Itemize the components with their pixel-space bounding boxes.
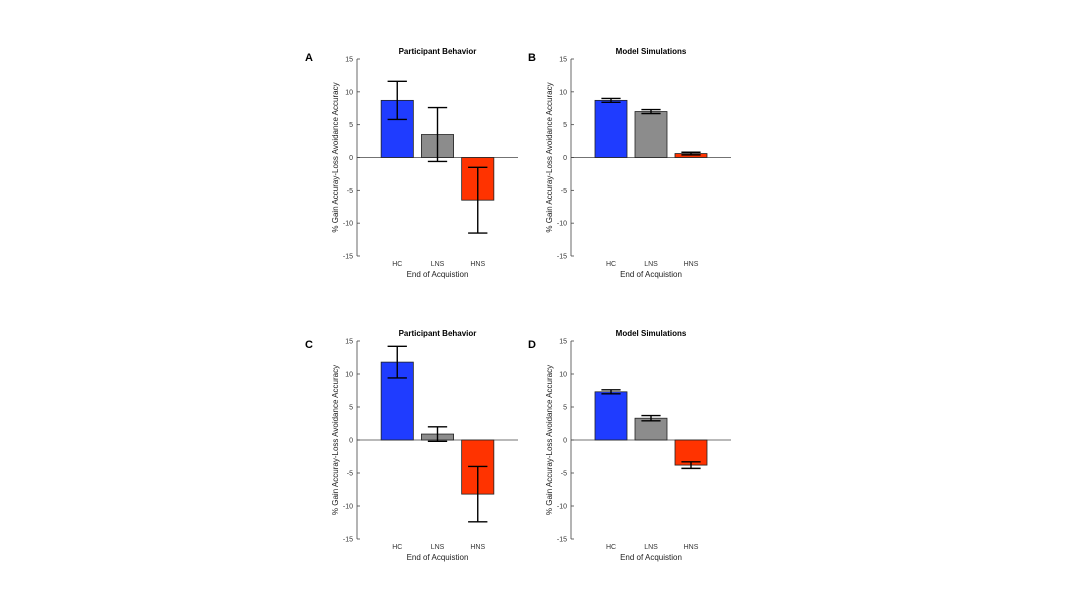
y-tick-label: -5: [561, 188, 567, 195]
panel-letter: C: [305, 339, 313, 351]
y-tick-label: 0: [563, 438, 567, 445]
y-tick-label: 10: [345, 372, 353, 379]
panel-letter: A: [305, 52, 313, 64]
y-axis-label: % Gain Accuray-Loss Avoidance Accuracy: [331, 82, 340, 232]
y-tick-label: -15: [343, 537, 353, 544]
y-tick-label: 15: [345, 339, 353, 346]
y-tick-label: -5: [347, 188, 353, 195]
chart-title: Participant Behavior: [399, 329, 477, 338]
y-axis-label: % Gain Accuray-Loss Avoidance Accuracy: [545, 82, 554, 232]
y-tick-label: -10: [343, 504, 353, 511]
bar-hc: [594, 391, 628, 441]
chart-title: Model Simulations: [616, 47, 687, 56]
chart-title: Model Simulations: [616, 329, 687, 338]
x-tick-label-hns: HNS: [470, 544, 485, 551]
x-tick-label-hc: HC: [606, 544, 616, 551]
y-tick-label: -10: [343, 221, 353, 228]
x-tick-label-hc: HC: [392, 544, 402, 551]
y-tick-label: 15: [559, 339, 567, 346]
x-tick-label-hns: HNS: [684, 261, 699, 268]
chart-panel-b: B Model Simulations 15 10 5 0 -5 -10 -15 HC LNS HNS…: [528, 47, 731, 279]
y-tick-label: 10: [559, 89, 567, 96]
y-tick-label: 0: [563, 155, 567, 162]
x-tick-label-lns: LNS: [431, 544, 445, 551]
y-tick-label: 15: [345, 57, 353, 64]
y-tick-label: 5: [563, 122, 567, 129]
x-axis-label: End of Acquistion: [620, 553, 682, 562]
chart-title: Participant Behavior: [399, 47, 477, 56]
x-axis-label: End of Acquistion: [407, 270, 469, 279]
y-tick-label: -15: [343, 254, 353, 261]
y-tick-label: -15: [557, 537, 567, 544]
bar-hc: [594, 99, 628, 158]
chart-panel-a: A Participant Behavior 15 10 5 0 -5 -10 -15 HC LNS…: [305, 47, 518, 279]
y-tick-label: 5: [563, 405, 567, 412]
bar-lns: [634, 111, 668, 158]
panel-letter: D: [528, 339, 536, 351]
y-tick-label: 10: [345, 89, 353, 96]
y-tick-label: 5: [349, 405, 353, 412]
x-tick-label-lns: LNS: [431, 261, 445, 268]
y-tick-label: 10: [559, 372, 567, 379]
bar-hns: [674, 439, 708, 466]
y-tick-label: 0: [349, 438, 353, 445]
y-tick-label: 0: [349, 155, 353, 162]
y-tick-label: -10: [557, 221, 567, 228]
panel-letter: B: [528, 52, 536, 64]
y-tick-label: -5: [347, 471, 353, 478]
x-tick-label-hc: HC: [606, 261, 616, 268]
x-tick-label-hns: HNS: [684, 544, 699, 551]
x-axis-label: End of Acquistion: [620, 270, 682, 279]
y-tick-label: 5: [349, 122, 353, 129]
x-tick-label-hns: HNS: [470, 261, 485, 268]
y-tick-label: 15: [559, 57, 567, 64]
chart-panel-d: D Model Simulations 15 10 5 0 -5 -10 -15 HC LNS HNS…: [528, 329, 731, 562]
y-tick-label: -10: [557, 504, 567, 511]
x-tick-label-lns: LNS: [644, 261, 658, 268]
y-axis-label: % Gain Accuray-Loss Avoidance Accuracy: [331, 365, 340, 515]
y-tick-label: -15: [557, 254, 567, 261]
x-axis-label: End of Acquistion: [407, 553, 469, 562]
chart-panel-c: C Participant Behavior 15 10 5 0 -5 -10 -15 HC LNS…: [305, 329, 518, 562]
x-tick-label-lns: LNS: [644, 544, 658, 551]
y-axis-label: % Gain Accuray-Loss Avoidance Accuracy: [545, 365, 554, 515]
x-tick-label-hc: HC: [392, 261, 402, 268]
y-tick-label: -5: [561, 471, 567, 478]
